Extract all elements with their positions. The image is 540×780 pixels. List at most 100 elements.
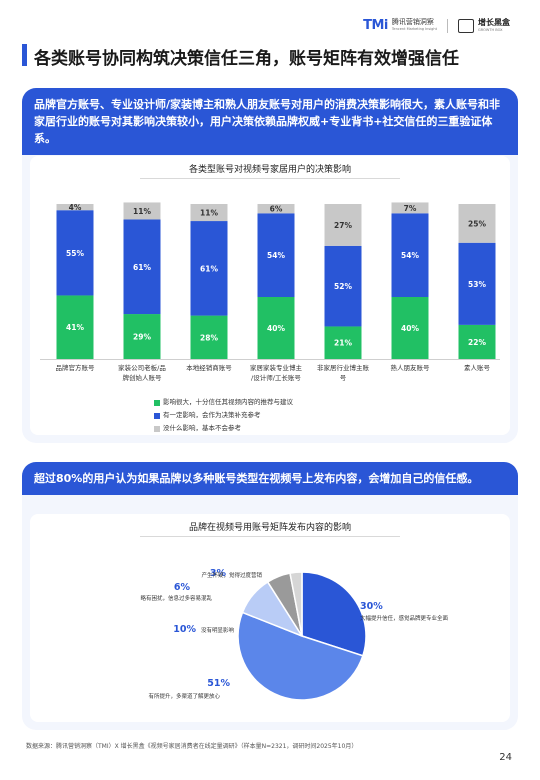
- bar-value-label: 28%: [200, 333, 218, 342]
- pie-slice-label: 产生怀疑，觉得过度营销: [201, 571, 262, 579]
- bar-value-label: 22%: [468, 338, 486, 347]
- x-tick-label: 素人账号: [464, 363, 491, 372]
- section1-banner: 品牌官方账号、专业设计师/家装博主和熟人朋友账号对用户的消费决策影响很大，素人账…: [22, 88, 518, 155]
- bar-segment: [190, 221, 228, 316]
- growth-box-name: 增长黑盒: [478, 17, 510, 27]
- bar-value-label: 25%: [468, 219, 486, 228]
- x-tick-label: 牌创始人账号: [123, 373, 163, 382]
- pie-slice-label: 大幅提升信任，感觉品牌更专业全面: [360, 614, 449, 622]
- page-title: 各类账号协同构筑决策信任三角，账号矩阵有效增强信任: [34, 49, 459, 69]
- bar-segment: [458, 242, 496, 325]
- bar-segment: [257, 204, 295, 214]
- bar-value-label: 27%: [334, 221, 352, 230]
- bar-value-label: 40%: [401, 324, 419, 333]
- bar-segment: [123, 202, 161, 220]
- pie-slice-percent: 51%: [207, 678, 230, 689]
- legend-item: 有一定影响，会作为决策补充参考: [154, 409, 293, 422]
- bar-value-label: 6%: [270, 205, 283, 214]
- bar-segment: [458, 324, 496, 359]
- bar-segment: [56, 295, 94, 359]
- pie-slice-label: 略有困扰，信息过多容易混乱: [140, 594, 212, 602]
- header-logos: TMi 腾讯营销洞察 Tencent Marketing Insight 增长黑…: [363, 18, 510, 33]
- growth-box-icon: [458, 18, 474, 33]
- pie-slice: [301, 571, 367, 657]
- bar-chart-panel: 各类型账号对视频号家居用户的决策影响 41% 55% 4% 品牌官方账号 29% 61% 1…: [30, 156, 510, 435]
- tmi-logo: TMi 腾讯营销洞察 Tencent Marketing Insight: [363, 18, 437, 33]
- bar-value-label: 61%: [133, 263, 151, 272]
- legend-swatch: [154, 399, 160, 406]
- x-tick-label: 非家居行业博主账: [317, 363, 370, 372]
- bar-value-label: 7%: [404, 204, 417, 213]
- pie-chart-title-divider: [140, 536, 400, 537]
- x-tick-label: /设计师/工长账号: [251, 373, 301, 382]
- pie-slice-percent: 30%: [360, 601, 383, 612]
- bar-value-label: 11%: [200, 209, 218, 218]
- pie-slice-label: 有所提升，多渠道了解更放心: [148, 692, 220, 700]
- bar-value-label: 52%: [334, 282, 352, 291]
- pie-slice-percent: 10%: [173, 624, 196, 635]
- bar-value-label: 40%: [267, 324, 285, 333]
- bar-value-label: 61%: [200, 264, 218, 273]
- bar-segment: [56, 204, 94, 211]
- pie-chart-panel: 品牌在视频号用账号矩阵发布内容的影响 30% 大幅提升信任，感觉品牌更专业全面 51…: [30, 514, 510, 722]
- bar-segment: [190, 315, 228, 359]
- page-number: 24: [499, 752, 512, 763]
- bar-segment: [257, 297, 295, 359]
- growth-box-en: GROWTH BOX: [478, 27, 503, 32]
- pie-slice-percent: 3%: [210, 568, 227, 579]
- legend-swatch: [154, 412, 160, 419]
- bar-chart-title: 各类型账号对视频号家居用户的决策影响: [188, 165, 351, 175]
- tmi-logo-en: Tencent Marketing Insight: [391, 27, 437, 32]
- bar-segment: [391, 297, 429, 359]
- bar-value-label: 55%: [66, 249, 84, 258]
- bar-value-label: 53%: [468, 280, 486, 289]
- x-tick-label: 熟人朋友账号: [391, 363, 431, 372]
- growth-box-logo: 增长黑盒 GROWTH BOX: [458, 17, 510, 33]
- bar-segment: [391, 213, 429, 297]
- bar-value-label: 54%: [401, 251, 419, 260]
- bar-value-label: 41%: [66, 323, 84, 332]
- legend-item: 没什么影响，基本不会参考: [154, 422, 293, 435]
- pie-chart-title: 品牌在视频号用账号矩阵发布内容的影响: [188, 523, 351, 533]
- bar-segment: [324, 245, 362, 327]
- legend-label: 没什么影响，基本不会参考: [163, 424, 241, 432]
- tmi-logo-name: 腾讯营销洞察: [391, 18, 434, 27]
- logo-divider: [447, 18, 448, 33]
- pie-chart: 30% 大幅提升信任，感觉品牌更专业全面 51% 有所提升，多渠道了解更放心 10% 没有…: [140, 568, 449, 701]
- data-source-note: 数据来源：腾讯营销洞察（TMI）X 增长黑盒《视频号家居消费者在线定量调研》（样…: [26, 743, 358, 750]
- pie-slice: [237, 611, 364, 701]
- bar-segment: [123, 314, 161, 359]
- x-tick-label: 家装公司老板/品: [118, 363, 166, 372]
- bar-value-label: 29%: [133, 333, 151, 342]
- tmi-logo-mark: TMi: [363, 18, 388, 33]
- section-card-matrix-impact: 超过80%的用户认为如果品牌以多种账号类型在视频号上发布内容，会增加自己的信任感…: [22, 462, 518, 730]
- bar-chart-title-divider: [140, 178, 400, 179]
- legend-label: 影响很大，十分信任其视频内容的推荐与建议: [163, 398, 293, 406]
- bar-chart-legend: 影响很大，十分信任其视频内容的推荐与建议 有一定影响，会作为决策补充参考 没什么影响…: [154, 396, 293, 435]
- bar-segment: [56, 210, 94, 296]
- bar-segment: [324, 204, 362, 246]
- x-tick-label: 号: [340, 374, 347, 382]
- bar-segment: [324, 326, 362, 359]
- section-card-decision-influence: 品牌官方账号、专业设计师/家装博主和熟人朋友账号对用户的消费决策影响很大，素人账…: [22, 88, 518, 443]
- bar-value-label: 4%: [69, 203, 82, 212]
- bar-segment: [391, 202, 429, 214]
- bar-segment: [123, 219, 161, 315]
- pie-slice-percent: 6%: [174, 582, 191, 593]
- x-tick-label: 品牌官方账号: [56, 363, 96, 372]
- bar-segment: [190, 204, 228, 222]
- legend-item: 影响很大，十分信任其视频内容的推荐与建议: [154, 396, 293, 409]
- bar-value-label: 54%: [267, 251, 285, 260]
- bar-segment: [257, 213, 295, 297]
- pie-slice: [289, 571, 303, 637]
- legend-swatch: [154, 425, 160, 432]
- bar-value-label: 11%: [133, 207, 151, 216]
- bar-value-label: 21%: [334, 339, 352, 348]
- bar-segment: [458, 204, 496, 243]
- section2-banner: 超过80%的用户认为如果品牌以多种账号类型在视频号上发布内容，会增加自己的信任感…: [22, 462, 518, 495]
- x-tick-label: 本地经销商账号: [186, 363, 232, 372]
- x-tick-label: 家居家装专业博主: [250, 363, 303, 372]
- legend-label: 有一定影响，会作为决策补充参考: [163, 411, 261, 419]
- title-accent-bar: [22, 44, 27, 66]
